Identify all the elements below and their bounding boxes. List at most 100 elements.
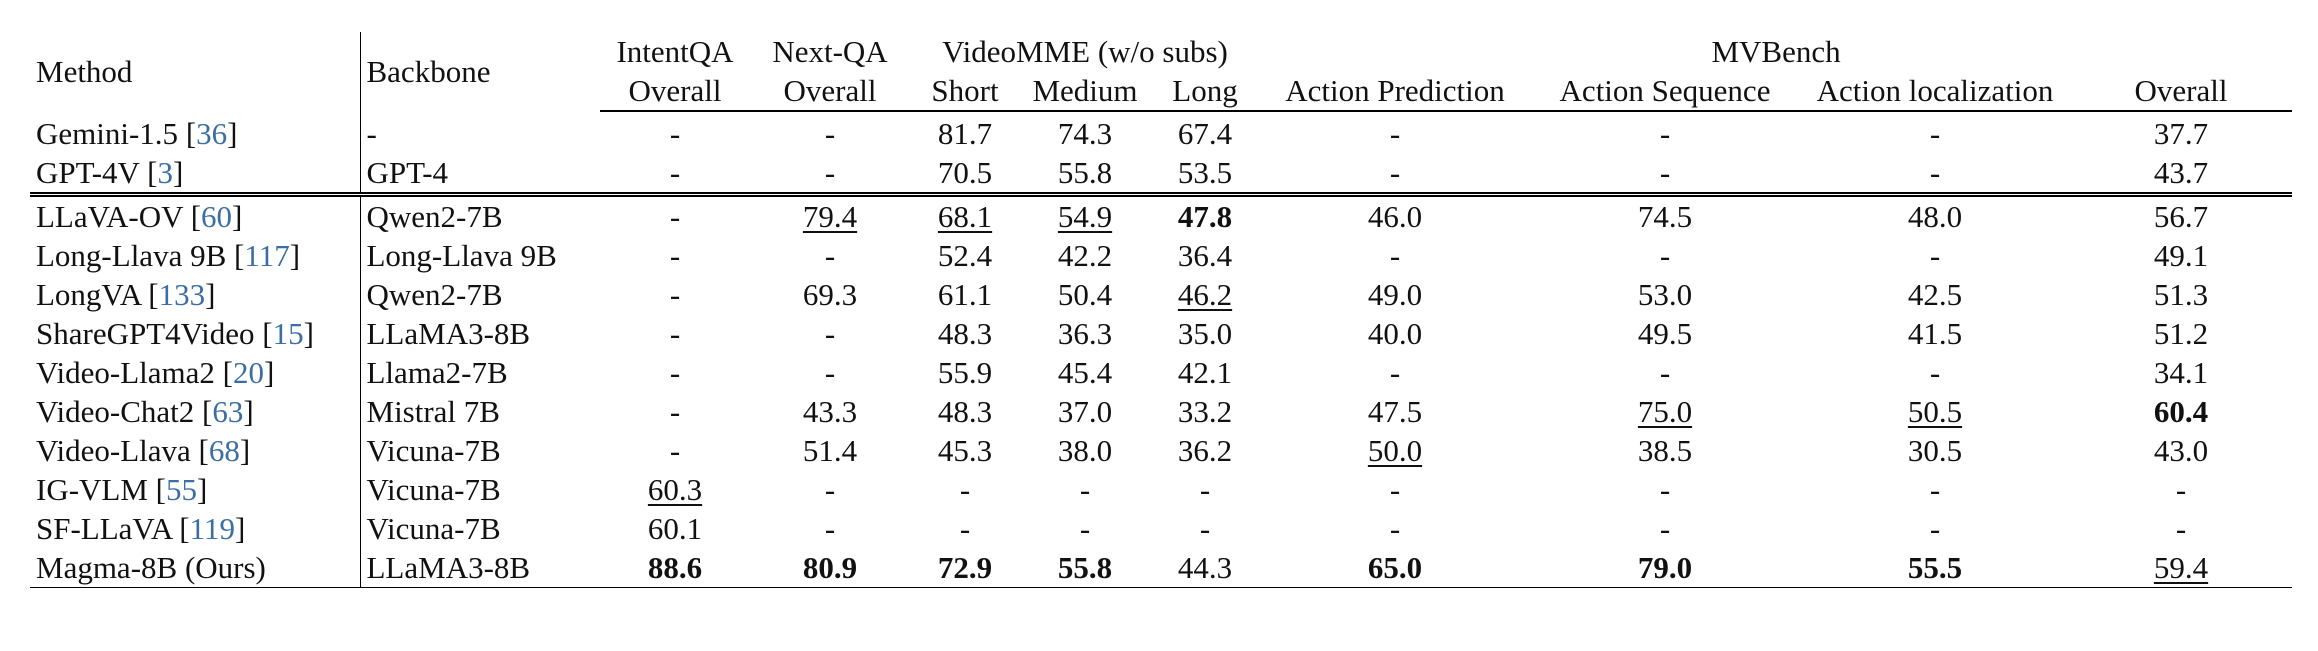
value-cell: 47.5: [1260, 392, 1530, 431]
backbone-cell: Vicuna-7B: [366, 511, 501, 546]
value: 37.7: [2153, 116, 2209, 151]
value: 47.5: [1367, 394, 1423, 429]
value-cell: 34.1: [2070, 353, 2292, 392]
value-cell: -: [750, 111, 910, 153]
nextqa-header: Next-QA: [772, 34, 888, 69]
value: 50.0: [1367, 433, 1423, 468]
value-cell: 54.9: [1020, 192, 1150, 236]
value-cell: 75.0: [1530, 392, 1800, 431]
value: -: [1079, 472, 1091, 507]
backbone-cell: Vicuna-7B: [366, 472, 501, 507]
citation-link[interactable]: 20: [232, 355, 264, 390]
value: 60.3: [647, 472, 703, 507]
value-cell: 46.2: [1150, 275, 1260, 314]
value-cell: 74.3: [1020, 111, 1150, 153]
citation-link[interactable]: 119: [189, 511, 235, 546]
value: 74.5: [1637, 199, 1693, 234]
value-cell: -: [1800, 509, 2070, 548]
value-cell: -: [1800, 353, 2070, 392]
value-cell: 53.5: [1150, 153, 1260, 195]
value: 53.5: [1177, 155, 1233, 190]
backbone-cell: Mistral 7B: [366, 394, 500, 429]
citation-link[interactable]: 60: [201, 199, 233, 234]
value-cell: 43.7: [2070, 153, 2292, 195]
value: 60.4: [2153, 394, 2209, 429]
value: 79.4: [802, 199, 858, 234]
value: 80.9: [802, 550, 858, 585]
value-cell: -: [1800, 111, 2070, 153]
citation-link[interactable]: 63: [212, 394, 244, 429]
value-cell: 30.5: [1800, 431, 2070, 470]
citation-link[interactable]: 3: [157, 155, 173, 190]
subheader: Action Prediction: [1260, 71, 1530, 112]
subheader: Overall: [600, 71, 750, 112]
value: -: [669, 433, 681, 468]
citation-link[interactable]: 15: [272, 316, 304, 351]
value: 45.4: [1057, 355, 1113, 390]
value: 74.3: [1057, 116, 1113, 151]
table-row: Video-Llama2 [20] Llama2-7B - - 55.9 45.4 42.1…: [30, 353, 2292, 392]
method-name: Video-Chat2: [36, 394, 203, 429]
value-cell: 81.7: [910, 111, 1020, 153]
value: -: [1929, 116, 1941, 151]
backbone-cell: Llama2-7B: [366, 355, 508, 390]
value: 36.2: [1177, 433, 1233, 468]
citation-link[interactable]: 133: [158, 277, 206, 312]
value: 70.5: [937, 155, 993, 190]
value-cell: 51.2: [2070, 314, 2292, 353]
method-name: SF-LLaVA: [36, 511, 180, 546]
citation-link[interactable]: 68: [208, 433, 240, 468]
value-cell: 42.5: [1800, 275, 2070, 314]
value-cell: 35.0: [1150, 314, 1260, 353]
value-cell: 69.3: [750, 275, 910, 314]
value: -: [824, 511, 836, 546]
method-cell: LLaVA-OV [60]: [30, 192, 361, 236]
value: 60.1: [647, 511, 703, 546]
value: -: [1199, 511, 1211, 546]
value-cell: 51.3: [2070, 275, 2292, 314]
value: 50.4: [1057, 277, 1113, 312]
value-cell: 43.3: [750, 392, 910, 431]
table-row: Long-Llava 9B [117] Long-Llava 9B - - 52.4 42…: [30, 236, 2292, 275]
value-cell: 36.2: [1150, 431, 1260, 470]
value: -: [824, 472, 836, 507]
backbone-cell: -: [366, 115, 377, 151]
value-cell: 70.5: [910, 153, 1020, 195]
value: 43.0: [2153, 433, 2209, 468]
citation-link[interactable]: 117: [244, 238, 290, 273]
value: 53.0: [1637, 277, 1693, 312]
subheader: Overall: [750, 71, 910, 112]
table-row: Video-Chat2 [63] Mistral 7B - 43.3 48.3 37.0 3…: [30, 392, 2292, 431]
method-name: ShareGPT4Video: [36, 316, 263, 351]
value: 48.3: [937, 394, 993, 429]
value: 88.6: [647, 550, 703, 585]
value-cell: -: [1530, 111, 1800, 153]
value: -: [824, 116, 836, 151]
value-cell: 79.0: [1530, 548, 1800, 588]
value-cell: 50.0: [1260, 431, 1530, 470]
value-cell: -: [750, 353, 910, 392]
value-cell: 36.4: [1150, 236, 1260, 275]
value: 43.3: [802, 394, 858, 429]
method-name: LLaVA-OV: [36, 199, 191, 234]
value-cell: 60.4: [2070, 392, 2292, 431]
header-row-2: Overall Overall Short Medium Long Action…: [30, 71, 2293, 112]
intentqa-header: IntentQA: [616, 34, 734, 69]
value-cell: -: [600, 153, 750, 195]
backbone-cell: Qwen2-7B: [360, 192, 600, 236]
results-table: Method Backbone IntentQA Next-QA VideoMM…: [30, 32, 2293, 588]
value-cell: 43.0: [2070, 431, 2292, 470]
value-cell: -: [600, 192, 750, 236]
value: 42.5: [1907, 277, 1963, 312]
subheader: Short: [910, 71, 1020, 112]
value: -: [1389, 116, 1401, 151]
value-cell: -: [1530, 353, 1800, 392]
citation-link[interactable]: 55: [166, 472, 197, 507]
value-cell: 44.3: [1150, 548, 1260, 588]
citation-link[interactable]: 36: [196, 115, 228, 151]
value: 49.5: [1637, 316, 1693, 351]
value-cell: -: [1530, 470, 1800, 509]
value: 49.0: [1367, 277, 1423, 312]
value: -: [1389, 238, 1401, 273]
method-cell: GPT-4V [3]: [30, 153, 361, 195]
